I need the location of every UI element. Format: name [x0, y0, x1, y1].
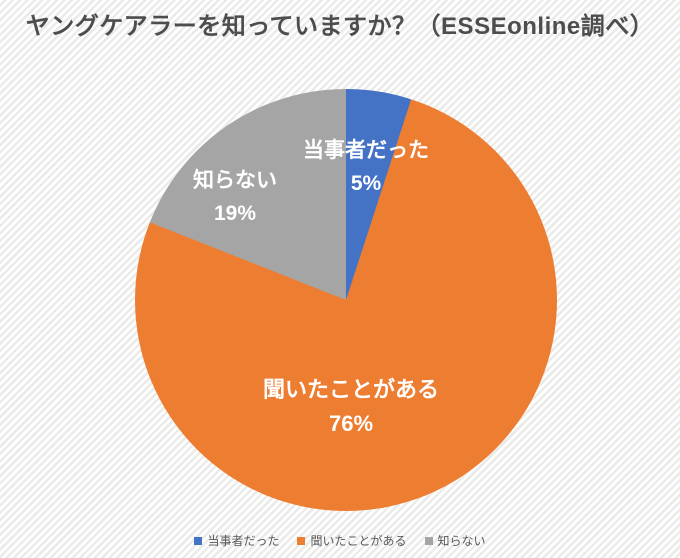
legend-item-label: 知らない — [437, 534, 486, 548]
slice-label-shiranai-percent: 19% — [213, 202, 257, 225]
legend-swatch-blue-icon — [194, 536, 203, 545]
legend-item-shiranai: 知らない — [424, 532, 486, 549]
slice-label-shiranai-name: 知らない — [193, 169, 277, 192]
slice-label-toujisha-percent: 5% — [350, 172, 382, 195]
legend-item-toujisha: 当事者だった — [194, 532, 279, 549]
slice-label-toujisha: 当事者だった 5% — [303, 134, 429, 200]
legend-item-label: 当事者だった — [207, 534, 280, 548]
legend-item-kiita-koto-ga-aru: 聞いたことがある — [297, 532, 407, 549]
legend-swatch-orange-icon — [297, 536, 306, 545]
slice-label-kiita-percent: 76% — [328, 411, 374, 436]
slice-label-kiita-name: 聞いたことがある — [262, 377, 440, 402]
page-title: ヤングケアラーを知っていますか？（ESSEonline調べ） — [25, 13, 655, 40]
legend: 当事者だった 聞いたことがある 知らない — [0, 532, 680, 549]
legend-swatch-gray-icon — [424, 536, 433, 545]
legend-item-label: 聞いたことがある — [310, 534, 407, 548]
slice-label-kiita-koto-ga-aru: 聞いたことがある 76% — [263, 373, 439, 441]
pie-chart — [135, 89, 557, 511]
slice-label-toujisha-name: 当事者だった — [303, 139, 429, 162]
slice-label-shiranai: 知らない 19% — [193, 164, 277, 230]
